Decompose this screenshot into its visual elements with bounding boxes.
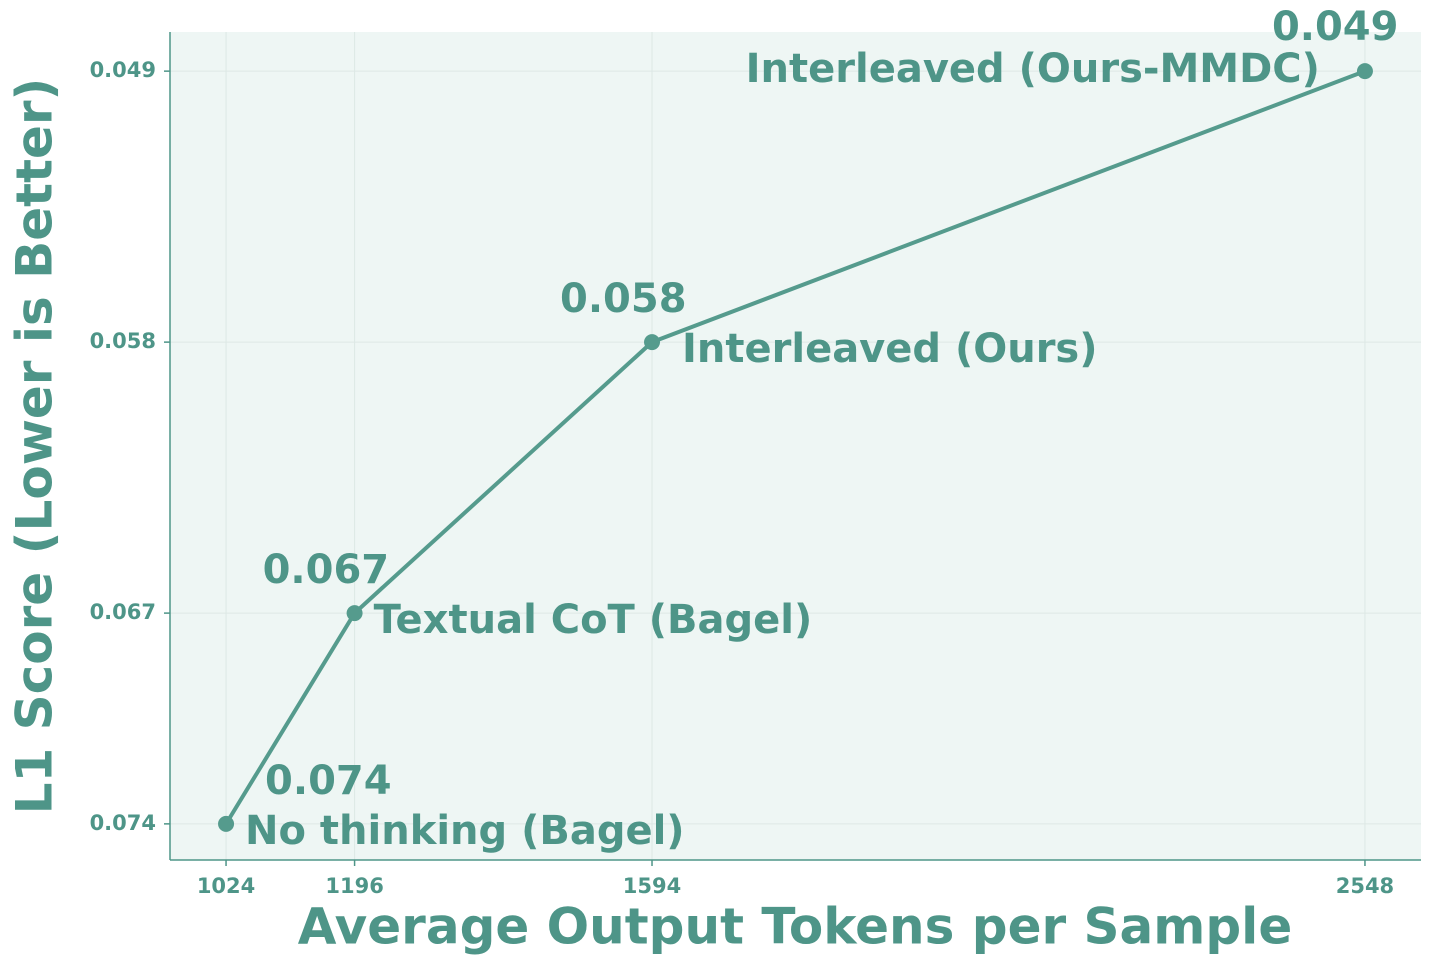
point-label: Textual CoT (Bagel) [374, 597, 813, 643]
point-label: Interleaved (Ours-MMDC) [746, 46, 1320, 92]
plot-area [170, 32, 1421, 860]
y-tick-label: 0.074 [90, 811, 156, 835]
value-label: 0.067 [263, 547, 390, 593]
value-label: 0.074 [265, 758, 392, 804]
x-tick-label: 1594 [623, 874, 681, 898]
x-tick-label: 2548 [1336, 874, 1394, 898]
line [224, 69, 1366, 825]
x-tick-label: 1024 [197, 874, 255, 898]
point [644, 334, 661, 351]
point [1356, 63, 1373, 80]
value-label: 0.058 [560, 276, 687, 322]
x-tick-label: 1196 [325, 874, 383, 898]
point [346, 605, 363, 622]
point-label: Interleaved (Ours) [682, 326, 1098, 372]
point-label: No thinking (Bagel) [245, 808, 685, 854]
y-axis-title: L1 Score (Lower is Better) [6, 78, 64, 815]
point [218, 815, 235, 832]
x-axis-title: Average Output Tokens per Sample [298, 898, 1292, 956]
y-tick-label: 0.067 [90, 600, 156, 624]
y-tick-label: 0.058 [90, 329, 156, 353]
y-tick-label: 0.049 [90, 58, 156, 82]
value-label: 0.049 [1272, 4, 1399, 50]
